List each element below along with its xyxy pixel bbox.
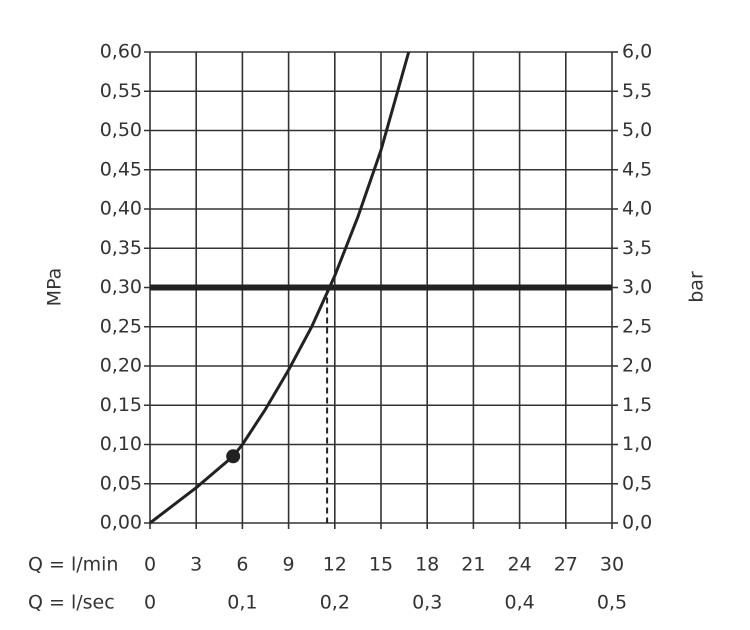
x-tick-label: 9 (283, 554, 295, 576)
y2-tick-label: 1,0 (622, 433, 652, 455)
x-tick-label: 0 (144, 554, 156, 576)
y-tick-label: 0,00 (100, 512, 142, 534)
y-tick-label: 0,30 (100, 276, 142, 298)
x-tick-label: 3 (190, 554, 202, 576)
y-tick-label: 0,15 (100, 394, 142, 416)
curve (149, 51, 411, 525)
y2-axis-label: bar (686, 271, 708, 303)
y2-tick-label: 5,0 (622, 119, 652, 141)
x-tick-label: 15 (369, 554, 393, 576)
y2-tick-label: 4,5 (622, 158, 652, 180)
x2-tick-label: 0,3 (412, 592, 442, 614)
y-tick-label: 0,50 (100, 119, 142, 141)
y-tick-label: 0,60 (100, 41, 142, 63)
y-tick-label: 0,10 (100, 433, 142, 455)
x2-tick-label: 0,4 (504, 592, 534, 614)
y-axis-label: MPa (44, 268, 66, 307)
y2-tick-label: 1,5 (622, 394, 652, 416)
x2-tick-label: 0,5 (597, 592, 627, 614)
y-tick-label: 0,55 (100, 80, 142, 102)
y-tick-label: 0,45 (100, 158, 142, 180)
x-row-label: Q = l/min (28, 554, 118, 576)
y2-tick-label: 6,0 (622, 41, 652, 63)
y-tick-label: 0,25 (100, 315, 142, 337)
x2-tick-label: 0,1 (227, 592, 257, 614)
y-tick-label: 0,20 (100, 355, 142, 377)
x-tick-label: 6 (236, 554, 248, 576)
y-tick-label: 0,35 (100, 237, 142, 259)
x-tick-label: 18 (415, 554, 439, 576)
y2-tick-label: 3,0 (622, 276, 652, 298)
x-tick-label: 24 (508, 554, 532, 576)
x2-row-label: Q = l/sec (28, 592, 115, 614)
x-tick-label: 21 (461, 554, 485, 576)
x-tick-label: 27 (554, 554, 578, 576)
x2-tick-label: 0 (144, 592, 156, 614)
x-tick-label: 12 (323, 554, 347, 576)
y2-tick-label: 3,5 (622, 237, 652, 259)
y2-tick-label: 4,0 (622, 198, 652, 220)
y2-tick-label: 5,5 (622, 80, 652, 102)
y2-tick-label: 2,5 (622, 315, 652, 337)
y2-tick-label: 2,0 (622, 355, 652, 377)
marker-point (226, 449, 241, 464)
x-tick-label: 30 (600, 554, 624, 576)
y2-tick-label: 0,5 (622, 472, 652, 494)
x2-tick-label: 0,2 (320, 592, 350, 614)
y2-tick-label: 0,0 (622, 512, 652, 534)
y-tick-label: 0,40 (100, 198, 142, 220)
y-tick-label: 0,05 (100, 472, 142, 494)
